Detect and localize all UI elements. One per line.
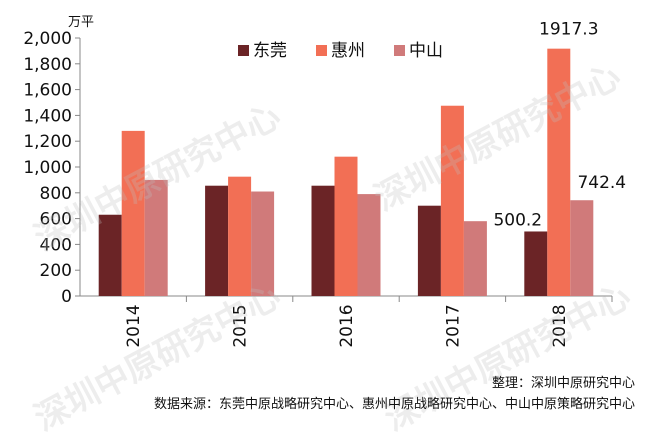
bar-2015-东莞: [205, 185, 229, 296]
bar-2016-中山: [357, 194, 381, 296]
footer-compiled-by: 整理：深圳中原研究中心: [491, 376, 635, 391]
x-tick-label: 2015: [231, 304, 251, 347]
legend-swatch-中山: [394, 45, 405, 56]
x-tick-label: 2018: [550, 304, 570, 347]
y-tick-label: 1,400: [23, 106, 72, 126]
x-tick-label: 2014: [124, 304, 144, 347]
y-tick-label: 1,000: [23, 158, 72, 178]
bar-2014-惠州: [121, 130, 145, 296]
legend-label: 中山: [409, 41, 443, 61]
bar-2014-东莞: [98, 214, 122, 296]
bar-2017-东莞: [417, 205, 441, 296]
bar-2018-惠州: [547, 48, 571, 296]
y-tick-label: 600: [40, 210, 72, 230]
bar-2017-惠州: [440, 105, 464, 296]
bar-2016-东莞: [311, 185, 335, 296]
y-tick-label: 0: [61, 287, 72, 307]
y-tick-label: 1,600: [23, 81, 72, 101]
bar-2017-中山: [463, 221, 487, 296]
x-tick-label: 2016: [337, 304, 357, 347]
bar-2016-惠州: [334, 156, 358, 296]
y-tick-label: 800: [40, 184, 72, 204]
y-tick-label: 400: [40, 235, 72, 255]
legend-swatch-东莞: [238, 45, 249, 56]
data-label: 742.4: [577, 173, 626, 193]
y-tick-label: 1,200: [23, 132, 72, 152]
data-label: 1917.3: [539, 20, 598, 40]
legend-swatch-惠州: [316, 45, 327, 56]
bar-2014-中山: [144, 179, 168, 296]
y-tick-label: 200: [40, 261, 72, 281]
y-tick-label: 1,800: [23, 55, 72, 75]
bar-2015-中山: [251, 191, 275, 296]
y-tick-label: 2,000: [23, 29, 72, 49]
bar-2018-中山: [570, 200, 594, 296]
bar-2015-惠州: [228, 176, 252, 296]
legend-label: 东莞: [253, 41, 287, 61]
bar-2018-东莞: [524, 231, 548, 296]
legend-label: 惠州: [331, 41, 365, 61]
y-unit-label: 万平: [68, 15, 94, 30]
x-tick-label: 2017: [443, 304, 463, 347]
footer-data-source: 数据来源：东莞中原战略研究中心、惠州中原战略研究中心、中山中原策略研究中心: [153, 397, 635, 412]
bar-chart: 万平 0 200 400 600 800 1,000 1,200 1,400 1,600 1,800…: [23, 15, 626, 348]
data-label: 500.2: [493, 210, 542, 230]
